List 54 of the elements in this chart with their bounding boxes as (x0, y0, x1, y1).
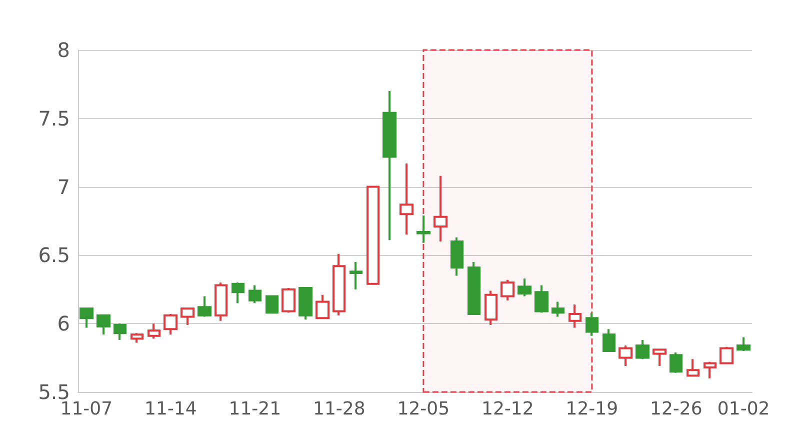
x-tick-label: 12-19 (566, 398, 618, 420)
candlestick (434, 174, 448, 243)
candlestick (618, 344, 632, 368)
candlestick (670, 351, 682, 374)
x-tick-label: 01-02 (717, 398, 770, 420)
x-tick-label: 12-12 (482, 398, 534, 420)
candlestick (568, 303, 582, 329)
y-tick-label: 8 (57, 38, 70, 62)
candlestick (400, 162, 414, 236)
y-tick-label: 7 (57, 174, 70, 199)
x-tick-label: 11-21 (228, 398, 282, 420)
candlestick (114, 322, 126, 342)
candlestick (248, 284, 262, 304)
candlestick (500, 278, 514, 302)
candlestick (636, 339, 650, 360)
candlestick (214, 282, 228, 322)
candlestick (350, 261, 362, 290)
x-tick-label: 12-05 (397, 398, 450, 420)
candlestick (332, 252, 346, 316)
candlestick (736, 336, 750, 352)
candlestick (450, 236, 464, 277)
candlestick (80, 308, 94, 329)
candlestick (416, 214, 430, 244)
candlestick (180, 308, 194, 326)
candlestick (130, 332, 144, 344)
candlestick (148, 322, 160, 340)
candlestick (552, 300, 564, 318)
candlestick (518, 277, 532, 298)
candlestick (534, 284, 548, 314)
x-tick-label: 11-07 (60, 398, 113, 420)
candlestick (686, 358, 700, 377)
candlestick (266, 295, 278, 314)
x-tick-label: 11-14 (144, 398, 197, 420)
y-tick-label: 6.5 (38, 243, 70, 268)
candlestick (232, 282, 244, 304)
candlestick (586, 312, 598, 337)
candlestick (484, 290, 498, 326)
candlestick (164, 313, 178, 336)
candlestick (298, 287, 312, 320)
candlestick (652, 348, 666, 368)
candlestick (720, 346, 734, 364)
x-tick-label: 11-28 (313, 398, 366, 420)
candlestick (602, 328, 616, 352)
y-tick-label: 6 (57, 312, 70, 336)
candlestick (704, 360, 716, 380)
y-tick-label: 7.5 (38, 106, 70, 130)
candlestick (468, 261, 480, 316)
candlestick (366, 186, 380, 285)
candlestick (382, 90, 396, 242)
candlestick (198, 295, 212, 318)
x-tick-label: 12-26 (650, 398, 702, 420)
candlestick (316, 294, 330, 320)
candlestick (96, 314, 110, 336)
candlestick (282, 287, 296, 314)
